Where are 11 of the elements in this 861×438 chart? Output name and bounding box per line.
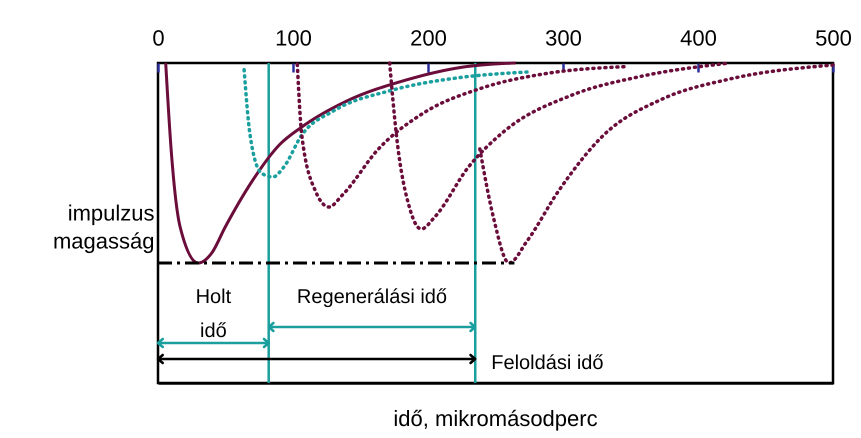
text: Holt idő xyxy=(196,286,232,342)
x-tick-label: 300 xyxy=(545,26,582,50)
x-tick-label: 400 xyxy=(680,26,717,50)
x-tick-label: 0 xyxy=(152,26,165,50)
text: Regenerálási idő xyxy=(296,286,448,308)
x-tick-label: 200 xyxy=(410,26,447,50)
text: idő, mikromásodperc xyxy=(393,406,598,431)
x-tick-label: 100 xyxy=(275,26,312,50)
x-tick-label: 500 xyxy=(815,26,852,50)
text: Feloldási idő xyxy=(491,352,604,374)
y-axis-title: impulzus magasság xyxy=(52,200,154,254)
